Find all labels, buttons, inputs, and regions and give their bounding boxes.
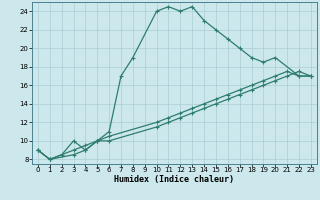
X-axis label: Humidex (Indice chaleur): Humidex (Indice chaleur) — [115, 175, 234, 184]
